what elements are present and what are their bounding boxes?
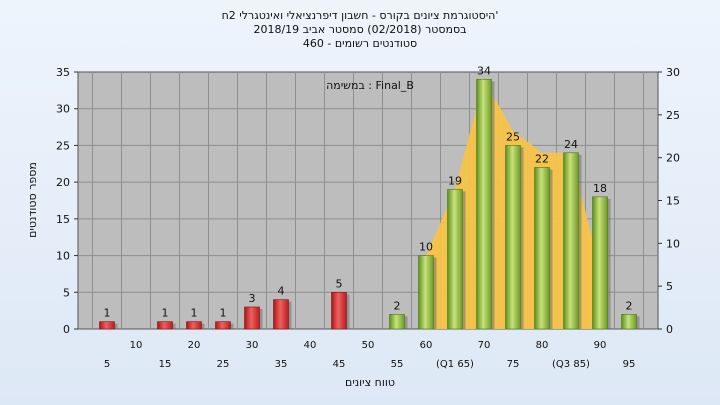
x-tick-label: 75 <box>507 359 520 370</box>
y-tick-label: 15 <box>56 213 70 226</box>
y-tick-label: 20 <box>56 176 70 189</box>
bar-45 <box>331 291 347 330</box>
y2-tick-label: 5 <box>666 280 673 293</box>
x-tick-label: 10 <box>130 340 143 351</box>
x-tick-label: 40 <box>304 340 317 351</box>
data-label-25: 1 <box>220 307 227 320</box>
x-tick-label: 5 <box>104 359 110 370</box>
bar-70 <box>476 79 492 330</box>
data-label-90: 18 <box>593 182 607 195</box>
x-axis-title: טווח ציונים <box>345 376 395 389</box>
bar-85 <box>563 152 579 330</box>
bar-5 <box>99 321 115 330</box>
chart-annotation: במשימה : Final_B <box>326 79 414 92</box>
y2-tick-label: 20 <box>666 152 680 165</box>
data-label-70: 34 <box>477 64 491 77</box>
chart-title-line-1: 'היסטוגרמת ציונים בקורס - חשבון דיפרנציא… <box>221 9 499 22</box>
x-tick-label: 60 <box>420 340 433 351</box>
bar-55 <box>389 314 405 330</box>
chart-title-line-2: בסמסטר (02/2018) סמסטר אביב 2018/19 <box>253 23 467 36</box>
data-label-65: 19 <box>448 174 462 187</box>
bar-60 <box>418 255 434 330</box>
y-tick-label: 0 <box>63 323 70 336</box>
data-label-55: 2 <box>394 299 401 312</box>
y-tick-label: 5 <box>63 286 70 299</box>
data-label-60: 10 <box>419 241 433 254</box>
y2-tick-label: 10 <box>666 237 680 250</box>
y2-tick-label: 25 <box>666 109 680 122</box>
bar-90 <box>592 196 608 330</box>
data-label-5: 1 <box>104 307 111 320</box>
bar-95 <box>621 314 637 330</box>
y-axis-title: מספר סטודנטים <box>26 162 39 238</box>
x-tick-label: 20 <box>188 340 201 351</box>
data-label-95: 2 <box>626 299 633 312</box>
data-label-75: 25 <box>506 130 520 143</box>
y-tick-label: 35 <box>56 66 70 79</box>
x-tick-label: 95 <box>623 359 636 370</box>
data-label-20: 1 <box>191 307 198 320</box>
x-tick-label: 35 <box>275 359 288 370</box>
y2-tick-label: 15 <box>666 195 680 208</box>
bar-75 <box>505 145 521 330</box>
bar-65 <box>447 189 463 330</box>
x-tick-label: (Q3 85) <box>552 359 590 370</box>
x-tick-label: 90 <box>594 340 607 351</box>
x-tick-label: 25 <box>217 359 230 370</box>
x-tick-label: 30 <box>246 340 259 351</box>
bar-20 <box>186 321 202 330</box>
bar-25 <box>215 321 231 330</box>
data-label-80: 22 <box>535 152 549 165</box>
bar-30 <box>244 306 260 330</box>
x-tick-label: 45 <box>333 359 346 370</box>
data-label-85: 24 <box>564 138 578 151</box>
x-tick-label: (Q1 65) <box>436 359 474 370</box>
x-tick-label: 80 <box>536 340 549 351</box>
y2-tick-label: 0 <box>666 323 673 336</box>
x-tick-label: 55 <box>391 359 404 370</box>
y-tick-label: 25 <box>56 139 70 152</box>
chart-title-line-3: סטודנטים רשומים - 460 <box>302 37 418 50</box>
data-label-45: 5 <box>336 277 343 290</box>
data-label-15: 1 <box>162 307 169 320</box>
y-tick-label: 30 <box>56 103 70 116</box>
bar-15 <box>157 321 173 330</box>
x-tick-label: 15 <box>159 359 172 370</box>
y-tick-label: 10 <box>56 250 70 263</box>
bar-80 <box>534 167 550 330</box>
y2-tick-label: 30 <box>666 66 680 79</box>
data-label-35: 4 <box>278 285 285 298</box>
bar-35 <box>273 299 289 330</box>
x-tick-label: 70 <box>478 340 491 351</box>
data-label-30: 3 <box>249 292 256 305</box>
x-tick-label: 50 <box>362 340 375 351</box>
